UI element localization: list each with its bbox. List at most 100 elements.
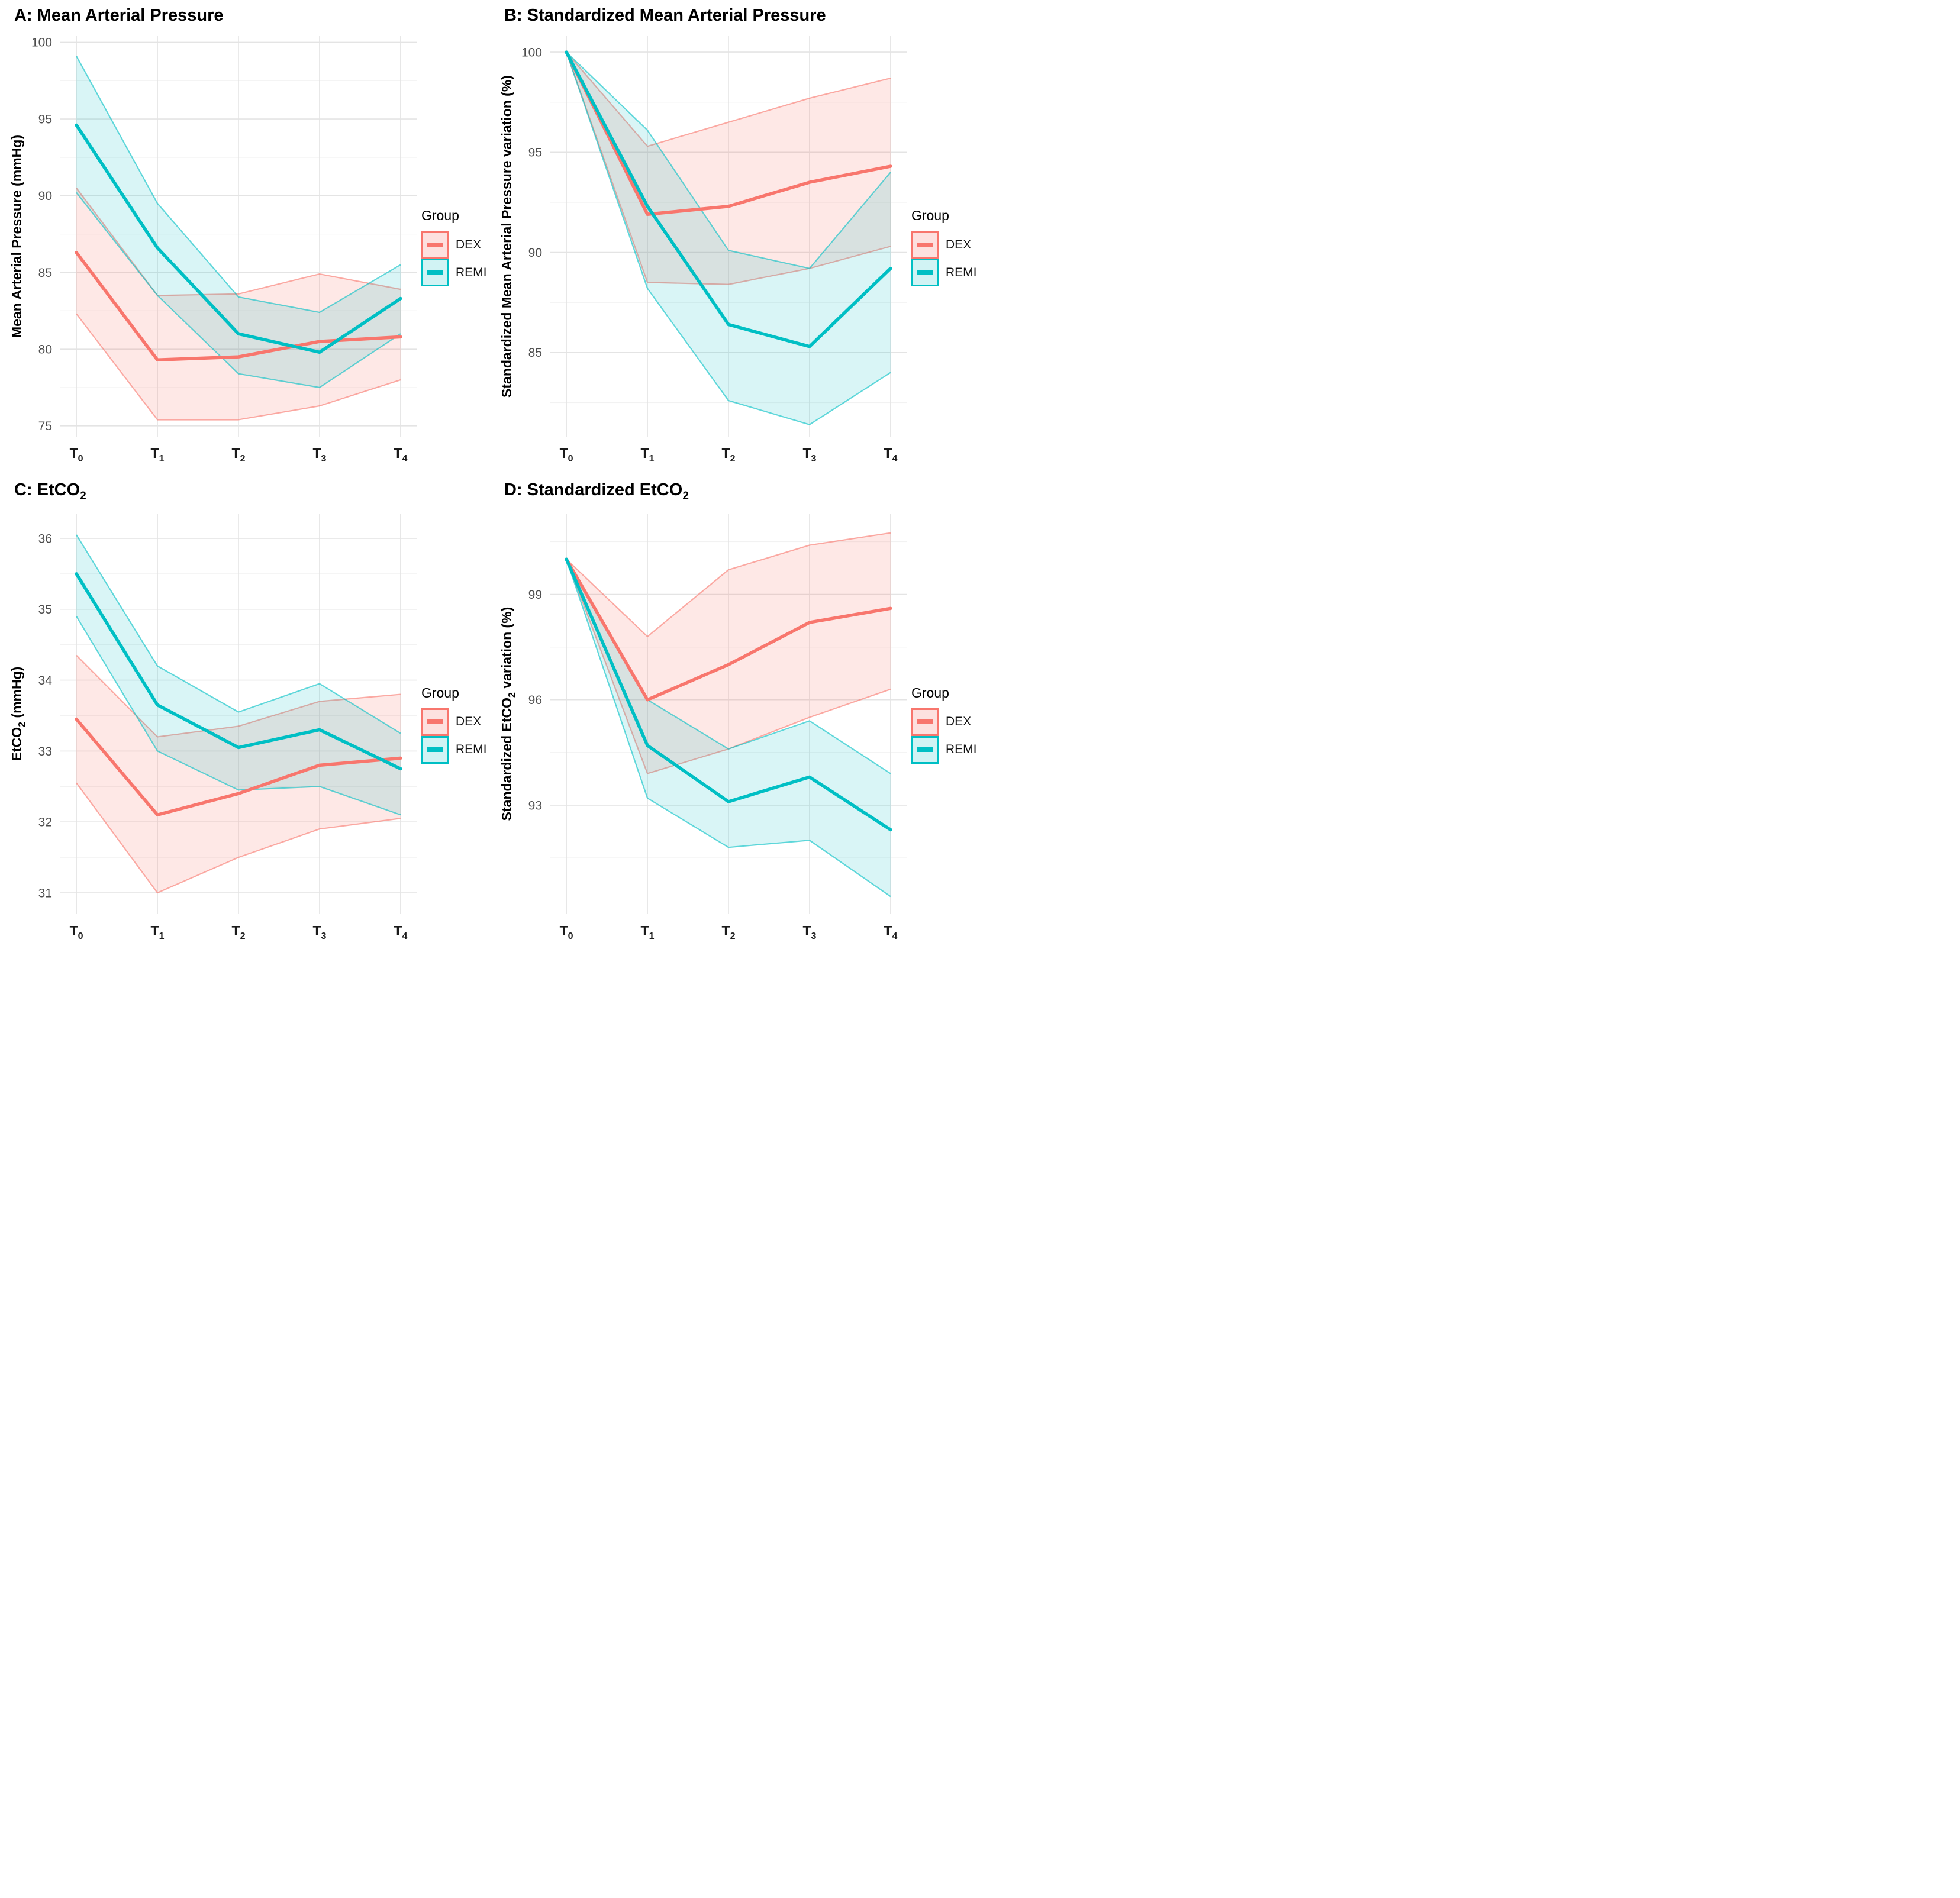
svg-text:T0: T0 bbox=[70, 923, 83, 941]
svg-text:99: 99 bbox=[528, 588, 542, 602]
svg-text:Standardized EtCO2 variation (: Standardized EtCO2 variation (%) bbox=[499, 606, 517, 821]
svg-text:35: 35 bbox=[38, 603, 52, 616]
panel-title: D: Standardized EtCO2 bbox=[504, 480, 689, 502]
remi-key-swatch-icon bbox=[421, 735, 449, 764]
svg-text:85: 85 bbox=[38, 266, 52, 280]
legend-title: Group bbox=[911, 208, 949, 223]
svg-text:95: 95 bbox=[38, 112, 52, 126]
svg-text:36: 36 bbox=[38, 532, 52, 545]
svg-text:T2: T2 bbox=[232, 923, 246, 941]
legend-label-remi: REMI bbox=[946, 743, 977, 757]
dex-key-swatch-icon bbox=[911, 708, 939, 736]
dex-key-line-icon bbox=[427, 719, 443, 725]
svg-text:33: 33 bbox=[38, 745, 52, 758]
svg-text:T0: T0 bbox=[70, 446, 83, 464]
legend-row-dex: DEX bbox=[421, 708, 488, 736]
legend-row-remi: REMI bbox=[911, 259, 978, 286]
svg-text:100: 100 bbox=[521, 46, 542, 59]
legend: Group DEX REMI bbox=[421, 208, 488, 286]
legend-label-dex: DEX bbox=[946, 715, 972, 729]
panel-title: C: EtCO2 bbox=[14, 480, 86, 502]
panel-title: B: Standardized Mean Arterial Pressure bbox=[504, 6, 826, 25]
svg-text:T2: T2 bbox=[722, 446, 736, 464]
svg-text:93: 93 bbox=[528, 799, 542, 812]
legend-title: Group bbox=[421, 208, 459, 223]
legend: Group DEX REMI bbox=[911, 685, 978, 764]
chart-canvas-standardized-etco2: 93 96 99 T0 T1 T2 T3 T4 Standardized EtCO2 varia… bbox=[499, 513, 907, 941]
panel-body: 93 96 99 T0 T1 T2 T3 T4 Standardized EtCO2 varia… bbox=[496, 504, 980, 945]
svg-text:T1: T1 bbox=[641, 446, 655, 464]
svg-text:T1: T1 bbox=[641, 923, 655, 941]
panel-a: A: Mean Arterial Pressure 75 80 85 90 95 100 T… bbox=[0, 0, 490, 475]
svg-text:EtCO2 (mmHg): EtCO2 (mmHg) bbox=[9, 666, 27, 761]
legend-title: Group bbox=[911, 685, 949, 701]
panel-body: 75 80 85 90 95 100 T0 T1 T2 T3 T4 Mean Arterial Pre… bbox=[6, 27, 490, 467]
remi-key-line-icon bbox=[427, 747, 443, 753]
dex-key-line-icon bbox=[917, 242, 933, 247]
panel-c: C: EtCO2 31 32 33 34 35 36 T0 T1 T2 T3 T4 EtCO2 (mm… bbox=[0, 475, 490, 949]
dex-key-swatch-icon bbox=[421, 231, 449, 259]
svg-text:T4: T4 bbox=[394, 446, 407, 464]
svg-text:31: 31 bbox=[38, 886, 52, 900]
chart-canvas-mean-arterial-pressure: 75 80 85 90 95 100 T0 T1 T2 T3 T4 Mean Arterial Pre… bbox=[9, 36, 417, 464]
svg-text:T2: T2 bbox=[722, 923, 736, 941]
remi-key-line-icon bbox=[917, 270, 933, 275]
legend-row-dex: DEX bbox=[911, 708, 978, 736]
panel-b: B: Standardized Mean Arterial Pressure 8… bbox=[490, 0, 980, 475]
svg-text:80: 80 bbox=[38, 343, 52, 356]
dex-key-swatch-icon bbox=[911, 231, 939, 259]
svg-text:T1: T1 bbox=[151, 446, 165, 464]
svg-text:T3: T3 bbox=[312, 446, 326, 464]
charts-grid: A: Mean Arterial Pressure 75 80 85 90 95 100 T… bbox=[0, 0, 980, 949]
svg-text:T0: T0 bbox=[560, 923, 573, 941]
svg-text:T3: T3 bbox=[802, 446, 816, 464]
legend-row-remi: REMI bbox=[421, 259, 488, 286]
chart-canvas-etco2: 31 32 33 34 35 36 T0 T1 T2 T3 T4 EtCO2 (mmHg) bbox=[9, 513, 417, 941]
svg-text:90: 90 bbox=[528, 246, 542, 260]
svg-text:T4: T4 bbox=[884, 923, 897, 941]
legend-title: Group bbox=[421, 685, 459, 701]
legend-label-dex: DEX bbox=[946, 237, 972, 251]
panel-body: 85 90 95 100 T0 T1 T2 T3 T4 Standardized Mean Art… bbox=[496, 27, 980, 467]
legend-row-remi: REMI bbox=[421, 735, 488, 764]
svg-text:T4: T4 bbox=[394, 923, 407, 941]
svg-text:95: 95 bbox=[528, 146, 542, 160]
remi-key-swatch-icon bbox=[421, 259, 449, 286]
svg-text:T2: T2 bbox=[232, 446, 246, 464]
legend-label-remi: REMI bbox=[456, 743, 487, 757]
legend-row-dex: DEX bbox=[911, 231, 978, 259]
dex-key-line-icon bbox=[427, 242, 443, 247]
legend-label-dex: DEX bbox=[456, 715, 482, 729]
remi-key-line-icon bbox=[917, 747, 933, 753]
panel-body: 31 32 33 34 35 36 T0 T1 T2 T3 T4 EtCO2 (mmHg) Group… bbox=[6, 504, 490, 945]
svg-text:75: 75 bbox=[38, 419, 52, 433]
legend-row-remi: REMI bbox=[911, 735, 978, 764]
panel-d: D: Standardized EtCO2 93 96 99 T0 T1 T2 T3 T4 St… bbox=[490, 475, 980, 949]
svg-text:34: 34 bbox=[38, 674, 53, 687]
svg-text:T0: T0 bbox=[560, 446, 573, 464]
svg-text:Standardized Mean Arterial Pre: Standardized Mean Arterial Pressure vari… bbox=[499, 75, 514, 398]
svg-text:85: 85 bbox=[528, 346, 542, 360]
chart-canvas-standardized-mean-arterial-pressure: 85 90 95 100 T0 T1 T2 T3 T4 Standardized Mean Art… bbox=[499, 36, 907, 464]
legend: Group DEX REMI bbox=[421, 685, 488, 764]
panel-title: A: Mean Arterial Pressure bbox=[14, 6, 224, 25]
dex-key-swatch-icon bbox=[421, 708, 449, 736]
legend-row-dex: DEX bbox=[421, 231, 488, 259]
svg-text:32: 32 bbox=[38, 815, 52, 829]
dex-key-line-icon bbox=[917, 719, 933, 725]
remi-key-swatch-icon bbox=[911, 735, 939, 764]
legend-label-dex: DEX bbox=[456, 237, 482, 251]
svg-text:90: 90 bbox=[38, 189, 52, 203]
svg-text:T3: T3 bbox=[312, 923, 326, 941]
legend-label-remi: REMI bbox=[946, 265, 977, 279]
svg-text:Mean Arterial Pressure (mmHg): Mean Arterial Pressure (mmHg) bbox=[9, 135, 24, 338]
remi-key-swatch-icon bbox=[911, 259, 939, 286]
svg-text:T4: T4 bbox=[884, 446, 897, 464]
remi-key-line-icon bbox=[427, 270, 443, 275]
svg-text:T3: T3 bbox=[802, 923, 816, 941]
legend-label-remi: REMI bbox=[456, 265, 487, 279]
svg-text:96: 96 bbox=[528, 693, 542, 707]
svg-text:T1: T1 bbox=[151, 923, 165, 941]
legend: Group DEX REMI bbox=[911, 208, 978, 286]
svg-text:100: 100 bbox=[31, 36, 52, 50]
